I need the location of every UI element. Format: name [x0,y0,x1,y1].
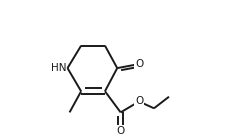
Text: HN: HN [51,63,66,73]
Text: O: O [135,59,143,69]
Text: O: O [135,96,143,106]
Text: O: O [117,126,125,136]
